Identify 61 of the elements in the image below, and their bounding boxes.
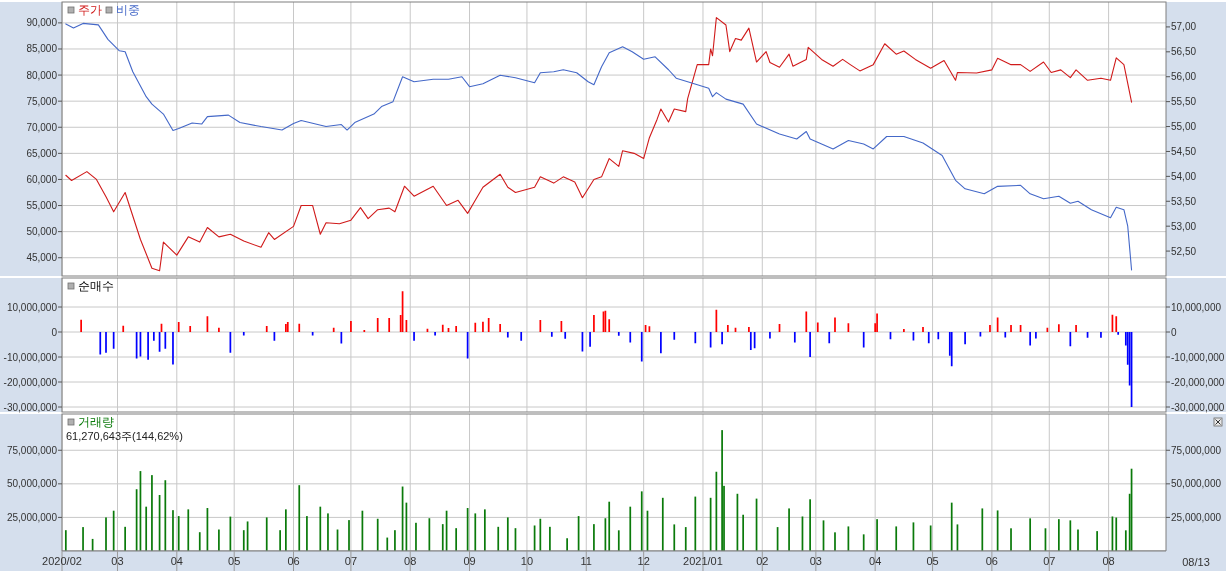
y-tick-label: 60,000 xyxy=(26,173,58,185)
x-tick-label: 04 xyxy=(869,555,882,567)
y-tick-label: 45,000 xyxy=(26,252,58,264)
x-tick-label: 07 xyxy=(344,555,358,567)
y2-tick-label: 54,50 xyxy=(1171,145,1197,157)
x-tick-label: 12 xyxy=(637,555,650,567)
y-tick-label: 70,000 xyxy=(26,121,58,133)
y-tick-label: -30,000,000 xyxy=(3,401,58,413)
y2-tick-label: 10,000,000 xyxy=(1171,301,1222,313)
x-tick-label: 08 xyxy=(404,555,417,567)
y-tick-label: 65,000 xyxy=(26,147,58,159)
y2-tick-label: 54,00 xyxy=(1171,170,1197,182)
y2-tick-label: 52,50 xyxy=(1171,245,1197,257)
y2-tick-label: 25,000,000 xyxy=(1171,511,1222,523)
text: 주가 xyxy=(78,3,102,17)
y2-tick-label: 53,00 xyxy=(1171,220,1197,232)
y-tick-label: -10,000,000 xyxy=(3,351,58,363)
y2-tick-label: -10,000,000 xyxy=(1171,351,1225,363)
y-tick-label: 0 xyxy=(51,326,58,338)
x-tick-label: 10 xyxy=(520,555,534,567)
x-tick-label: 07 xyxy=(1043,555,1056,567)
x-tick-label: 03 xyxy=(809,555,822,567)
x-tick-label: 05 xyxy=(926,555,939,567)
series-label: 비중 xyxy=(116,3,140,17)
y2-tick-label: 56,50 xyxy=(1171,46,1197,58)
x-tick-label: 04 xyxy=(170,555,183,567)
y2-tick-label: 50,000,000 xyxy=(1171,478,1222,490)
y-tick-label: 75,000 xyxy=(26,95,58,107)
text: 순매수 xyxy=(78,279,114,293)
x-tick-label: 02 xyxy=(756,555,769,567)
y-tick-label: -20,000,000 xyxy=(3,376,58,388)
y-tick-label: 90,000 xyxy=(26,17,58,29)
y2-tick-label: 0 xyxy=(1171,326,1177,338)
text: 거래량 xyxy=(78,415,114,429)
y2-tick-label: 55,00 xyxy=(1171,121,1197,133)
y-tick-label: 85,000 xyxy=(26,43,58,55)
y2-tick-label: 53,50 xyxy=(1171,195,1197,207)
y-tick-label: 80,000 xyxy=(26,69,58,81)
y-tick-label: 55,000 xyxy=(26,200,58,212)
y2-tick-label: -20,000,000 xyxy=(1171,376,1225,388)
x-tick-label: 06 xyxy=(287,555,300,567)
y-tick-label: 10,000,000 xyxy=(6,301,58,313)
x-tick-label: 06 xyxy=(985,555,999,567)
y-tick-label: 75,000,000 xyxy=(6,444,58,456)
y-tick-label: 50,000 xyxy=(26,226,58,238)
x-tick-label: 08 xyxy=(1102,555,1115,567)
y2-tick-label: 75,000,000 xyxy=(1171,444,1222,456)
x-tick-label: 09 xyxy=(463,555,476,567)
x-tick-label: 2020/02 xyxy=(42,555,82,567)
y2-tick-label: 55,50 xyxy=(1171,96,1197,108)
x-tick-label: 03 xyxy=(111,555,124,567)
y2-tick-label: 56,00 xyxy=(1171,71,1197,83)
y2-tick-label: -30,000,000 xyxy=(1171,401,1225,413)
annotation: 61,270,643주(144,62%) xyxy=(66,430,183,442)
x-tick-label: 05 xyxy=(228,555,241,567)
x-tick-label: 11 xyxy=(580,555,592,567)
text: 08/13 xyxy=(1182,556,1210,568)
y-tick-label: 25,000,000 xyxy=(6,511,58,523)
y2-tick-label: 57,00 xyxy=(1171,21,1197,33)
x-tick-label: 2021/01 xyxy=(683,555,723,567)
y-tick-label: 50,000,000 xyxy=(6,478,58,490)
